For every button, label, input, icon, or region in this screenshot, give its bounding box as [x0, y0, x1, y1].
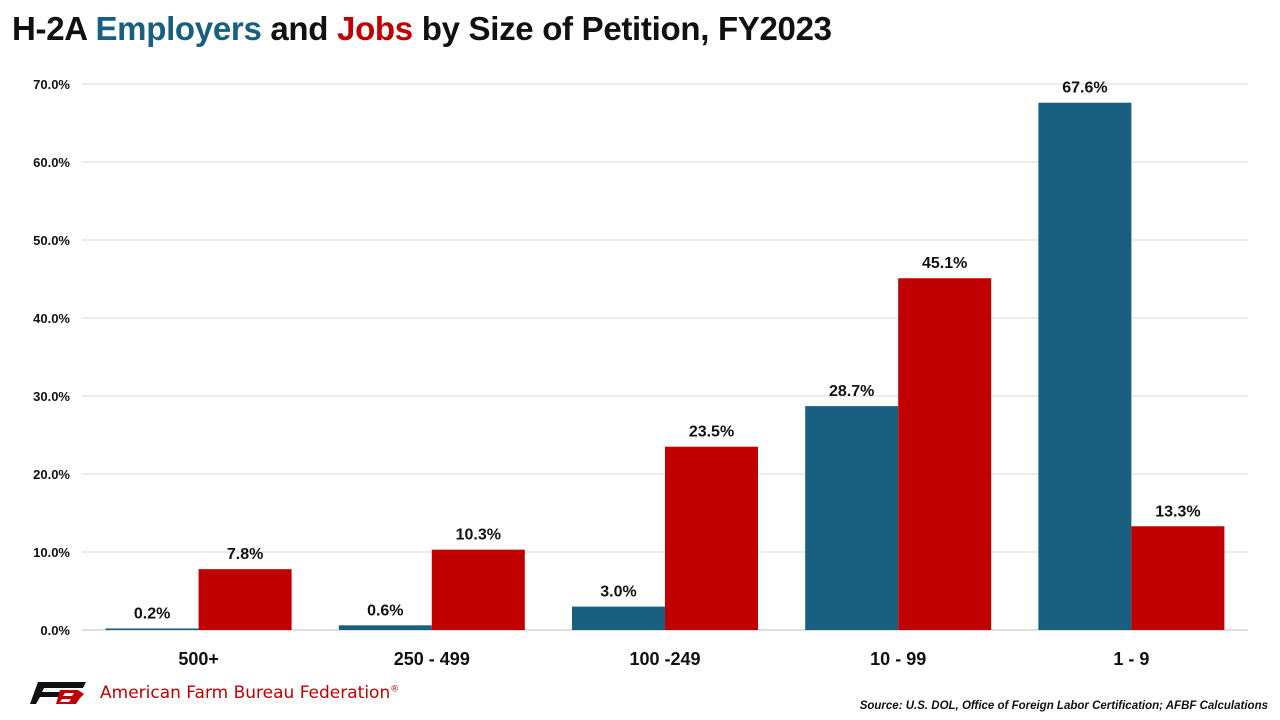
data-label: 10.3%	[456, 527, 501, 544]
data-label: 45.1%	[922, 255, 967, 272]
y-tick-label: 20.0%	[33, 467, 70, 482]
data-label: 13.3%	[1155, 503, 1200, 520]
data-label: 0.2%	[134, 605, 170, 622]
bar-employers	[1038, 102, 1132, 631]
footer-logo: American Farm Bureau Federation®	[30, 680, 399, 706]
bar-employers	[338, 625, 432, 630]
category-label: 100 -249	[629, 649, 700, 669]
data-label: 28.7%	[829, 383, 874, 400]
title-jobs: Jobs	[337, 10, 413, 47]
data-label: 7.8%	[227, 546, 263, 563]
bar-jobs	[898, 278, 992, 630]
bar-jobs	[198, 569, 292, 630]
bar-jobs	[665, 446, 758, 630]
data-label: 67.6%	[1062, 80, 1107, 97]
bar-employers	[105, 628, 199, 630]
y-tick-label: 10.0%	[33, 545, 70, 560]
y-tick-label: 40.0%	[33, 311, 70, 326]
y-tick-label: 0.0%	[40, 623, 70, 638]
y-tick-label: 70.0%	[33, 77, 70, 92]
category-label: 1 - 9	[1113, 649, 1149, 669]
category-label: 500+	[178, 649, 219, 669]
org-name: American Farm Bureau Federation®	[100, 683, 400, 703]
bar-employers	[805, 406, 899, 630]
title-suffix: by Size of Petition, FY2023	[412, 10, 832, 47]
data-label: 3.0%	[600, 584, 636, 601]
bar-jobs	[1131, 526, 1225, 630]
title-and: and	[261, 10, 338, 47]
title-employers: Employers	[95, 10, 262, 47]
y-tick-label: 30.0%	[33, 389, 70, 404]
title-prefix: H-2A	[12, 10, 96, 47]
bar-jobs	[431, 549, 525, 630]
category-label: 10 - 99	[870, 649, 926, 669]
source-note: Source: U.S. DOL, Office of Foreign Labo…	[859, 700, 1268, 712]
y-tick-label: 50.0%	[33, 233, 70, 248]
fb-logo-icon	[30, 682, 86, 704]
data-label: 0.6%	[367, 602, 403, 619]
chart-title: H-2A Employers and Jobs by Size of Petit…	[12, 10, 832, 48]
y-tick-label: 60.0%	[33, 155, 70, 170]
data-label: 23.5%	[689, 424, 734, 441]
category-label: 250 - 499	[394, 649, 470, 669]
bar-employers	[572, 606, 665, 630]
